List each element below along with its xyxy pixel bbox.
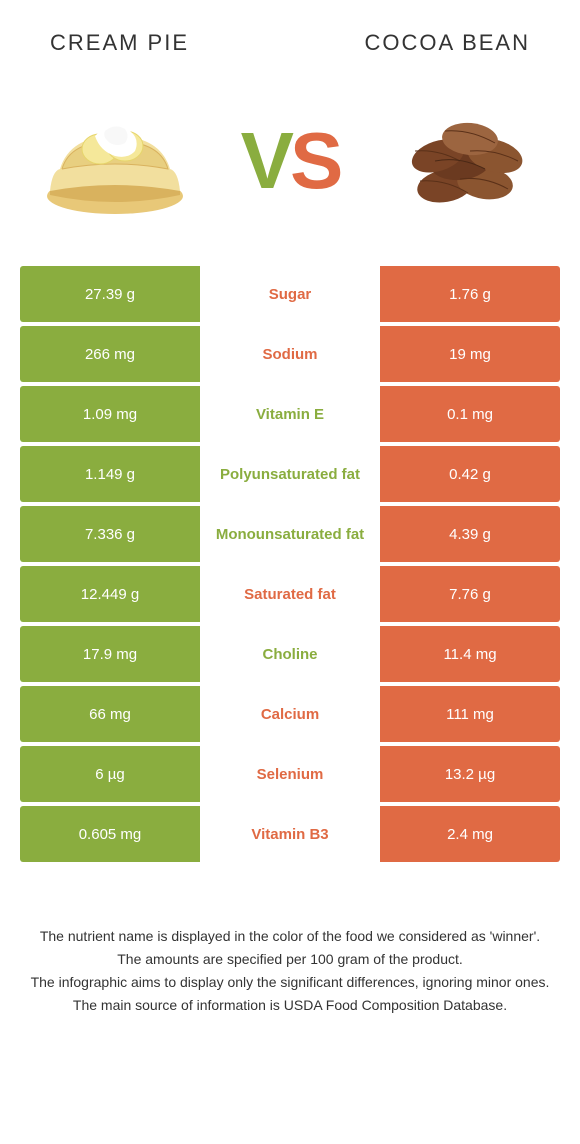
value-right: 13.2 µg bbox=[380, 746, 560, 802]
nutrient-label: Calcium bbox=[200, 686, 380, 742]
footer-line: The nutrient name is displayed in the co… bbox=[30, 926, 550, 947]
comparison-table: 27.39 gSugar1.76 g266 mgSodium19 mg1.09 … bbox=[0, 266, 580, 862]
value-left: 12.449 g bbox=[20, 566, 200, 622]
value-left: 17.9 mg bbox=[20, 626, 200, 682]
value-right: 111 mg bbox=[380, 686, 560, 742]
nutrient-label: Saturated fat bbox=[200, 566, 380, 622]
footer-line: The main source of information is USDA F… bbox=[30, 995, 550, 1016]
food-image-left bbox=[40, 101, 190, 221]
table-row: 266 mgSodium19 mg bbox=[20, 326, 560, 382]
nutrient-label: Sodium bbox=[200, 326, 380, 382]
value-left: 6 µg bbox=[20, 746, 200, 802]
vs-label: VS bbox=[241, 115, 340, 207]
nutrient-label: Sugar bbox=[200, 266, 380, 322]
nutrient-label: Choline bbox=[200, 626, 380, 682]
nutrient-label: Vitamin E bbox=[200, 386, 380, 442]
value-right: 4.39 g bbox=[380, 506, 560, 562]
value-left: 1.149 g bbox=[20, 446, 200, 502]
footer: The nutrient name is displayed in the co… bbox=[0, 866, 580, 1016]
value-right: 7.76 g bbox=[380, 566, 560, 622]
nutrient-label: Monounsaturated fat bbox=[200, 506, 380, 562]
value-left: 27.39 g bbox=[20, 266, 200, 322]
food-image-right bbox=[390, 101, 540, 221]
table-row: 27.39 gSugar1.76 g bbox=[20, 266, 560, 322]
footer-line: The amounts are specified per 100 gram o… bbox=[30, 949, 550, 970]
value-left: 1.09 mg bbox=[20, 386, 200, 442]
value-right: 0.1 mg bbox=[380, 386, 560, 442]
nutrient-label: Vitamin B3 bbox=[200, 806, 380, 862]
hero: VS bbox=[0, 66, 580, 266]
table-row: 12.449 gSaturated fat7.76 g bbox=[20, 566, 560, 622]
value-right: 2.4 mg bbox=[380, 806, 560, 862]
value-left: 7.336 g bbox=[20, 506, 200, 562]
nutrient-label: Selenium bbox=[200, 746, 380, 802]
value-right: 1.76 g bbox=[380, 266, 560, 322]
value-right: 0.42 g bbox=[380, 446, 560, 502]
header: Cream pie Cocoa bean bbox=[0, 0, 580, 66]
value-left: 0.605 mg bbox=[20, 806, 200, 862]
vs-v: V bbox=[241, 116, 290, 205]
vs-s: S bbox=[290, 116, 339, 205]
value-right: 11.4 mg bbox=[380, 626, 560, 682]
title-right: Cocoa bean bbox=[365, 30, 530, 56]
footer-line: The infographic aims to display only the… bbox=[30, 972, 550, 993]
table-row: 66 mgCalcium111 mg bbox=[20, 686, 560, 742]
table-row: 1.149 gPolyunsaturated fat0.42 g bbox=[20, 446, 560, 502]
nutrient-label: Polyunsaturated fat bbox=[200, 446, 380, 502]
table-row: 6 µgSelenium13.2 µg bbox=[20, 746, 560, 802]
table-row: 0.605 mgVitamin B32.4 mg bbox=[20, 806, 560, 862]
table-row: 1.09 mgVitamin E0.1 mg bbox=[20, 386, 560, 442]
table-row: 17.9 mgCholine11.4 mg bbox=[20, 626, 560, 682]
value-left: 66 mg bbox=[20, 686, 200, 742]
table-row: 7.336 gMonounsaturated fat4.39 g bbox=[20, 506, 560, 562]
value-left: 266 mg bbox=[20, 326, 200, 382]
value-right: 19 mg bbox=[380, 326, 560, 382]
title-left: Cream pie bbox=[50, 30, 189, 56]
